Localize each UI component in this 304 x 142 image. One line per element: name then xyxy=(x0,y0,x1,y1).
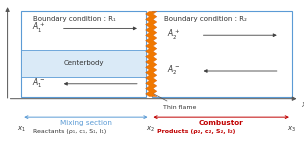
Text: $A_2^+$: $A_2^+$ xyxy=(167,27,181,42)
Bar xyxy=(152,11,292,97)
Text: Combustor: Combustor xyxy=(199,120,244,126)
Text: Mixing section: Mixing section xyxy=(60,120,112,126)
Text: Centerbody: Centerbody xyxy=(63,60,104,66)
Text: Boundary condition : R₁: Boundary condition : R₁ xyxy=(33,16,116,22)
Text: r: r xyxy=(4,0,7,2)
Text: $A_1^-$: $A_1^-$ xyxy=(32,76,45,90)
Text: $x_1$: $x_1$ xyxy=(17,125,26,134)
Polygon shape xyxy=(146,11,157,97)
Text: $x_2$: $x_2$ xyxy=(146,125,155,134)
Text: $A_2^-$: $A_2^-$ xyxy=(167,63,181,77)
Text: Reactants (ρ₁, c₁, S₁, l₁): Reactants (ρ₁, c₁, S₁, l₁) xyxy=(33,129,107,134)
Text: Boundary condition : R₂: Boundary condition : R₂ xyxy=(164,16,247,22)
Text: $x_3$: $x_3$ xyxy=(287,125,296,134)
Bar xyxy=(21,50,146,77)
Bar xyxy=(21,11,146,97)
Text: $A_1^+$: $A_1^+$ xyxy=(32,21,45,35)
Text: Products (ρ₂, c₂, S₂, l₂): Products (ρ₂, c₂, S₂, l₂) xyxy=(157,129,235,134)
Text: Thin flame: Thin flame xyxy=(150,92,196,110)
Text: x: x xyxy=(301,100,304,109)
